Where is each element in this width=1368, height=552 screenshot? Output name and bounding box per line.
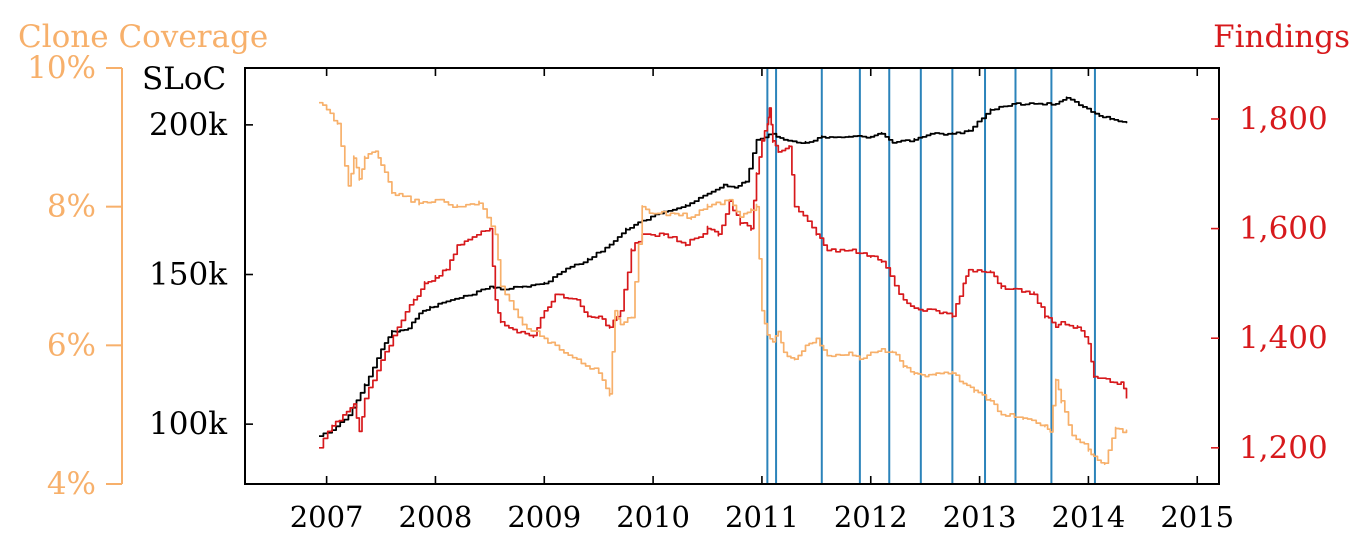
- findings-tick-label: 1,400: [1239, 320, 1328, 356]
- findings-tick-label: 1,800: [1239, 101, 1328, 137]
- series-line-sloc: [319, 96, 1128, 437]
- sloc-tick-label: 200k: [149, 107, 227, 143]
- sloc-tick-label: 100k: [149, 406, 227, 442]
- clone-coverage-axis-title: Clone Coverage: [18, 19, 268, 55]
- findings-tick-label: 1,200: [1239, 430, 1328, 466]
- clone-coverage-tick-label: 10%: [27, 50, 96, 86]
- x-tick-label: 2013: [943, 500, 1017, 534]
- x-tick-label: 2009: [507, 500, 581, 534]
- x-tick-label: 2014: [1052, 500, 1126, 534]
- x-tick-label: 2008: [399, 500, 473, 534]
- x-tick-label: 2007: [290, 500, 364, 534]
- x-tick-label: 2010: [616, 500, 690, 534]
- release-markers: [766, 68, 1096, 484]
- plot-frame: [244, 67, 1220, 485]
- x-tick-label: 2011: [725, 500, 799, 534]
- x-tick-label: 2015: [1160, 500, 1234, 534]
- clone-coverage-tick-label: 6%: [47, 327, 96, 363]
- clone-coverage-tick-label: 8%: [47, 189, 96, 225]
- series-lines: [319, 96, 1128, 466]
- x-tick-label: 2012: [834, 500, 908, 534]
- series-line-clone_coverage: [319, 101, 1128, 466]
- sloc-tick-label: 150k: [149, 257, 227, 293]
- series-line-findings: [319, 107, 1128, 449]
- findings-tick-label: 1,600: [1239, 211, 1328, 247]
- findings-axis-title: Findings: [1213, 19, 1350, 55]
- clone-coverage-tick-label: 4%: [47, 466, 96, 502]
- sloc-axis-title: SLoC: [142, 61, 226, 97]
